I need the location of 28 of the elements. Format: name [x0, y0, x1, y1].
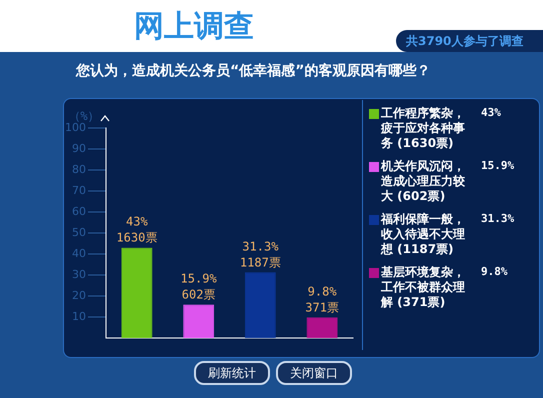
y-tick-label: 100	[64, 120, 86, 134]
text: 31.3%	[481, 212, 514, 227]
data-label: 43% 1630票	[116, 214, 158, 245]
y-tick-label: 30	[72, 268, 86, 281]
y-tick-label: 50	[72, 226, 86, 239]
legend-label: 工作程序繁杂，疲于应对各种事务 (1630票)	[381, 106, 466, 151]
data-label: 31.3% 1187票	[240, 239, 281, 270]
text: 43%	[481, 106, 501, 121]
y-tick-label: 40	[72, 246, 86, 260]
chart-title: 网上调查	[134, 8, 254, 46]
y-axis-title: （%）	[68, 109, 100, 123]
text: 关闭窗口	[276, 361, 352, 385]
text: 刷新统计	[194, 361, 270, 385]
data-label: 15.9% 602票	[180, 272, 218, 302]
y-tick-label: 20	[72, 288, 86, 302]
legend-label: 机关作风沉闷，造成心理压力较大 (602票)	[381, 159, 466, 204]
legend-label: 基层环境复杂，工作不被群众理解 (371票)	[381, 265, 466, 310]
y-tick-label: 60	[72, 204, 86, 218]
y-tick-label: 70	[72, 184, 86, 197]
data-label: 9.8% 371票	[305, 284, 339, 314]
y-tick-label: 90	[72, 142, 86, 155]
text: 9.8%	[481, 265, 508, 280]
text: 15.9%	[481, 159, 514, 174]
chart-subtitle: 您认为，造成机关公务员“低幸福感”的客观原因有哪些？	[76, 62, 430, 80]
y-tick-label: 80	[72, 162, 86, 176]
y-tick-label: 10	[72, 310, 86, 323]
legend-label: 福利保障一般，收入待遇不大理想 (1187票)	[381, 212, 466, 257]
text: 共3790人参与了调查	[396, 30, 543, 52]
